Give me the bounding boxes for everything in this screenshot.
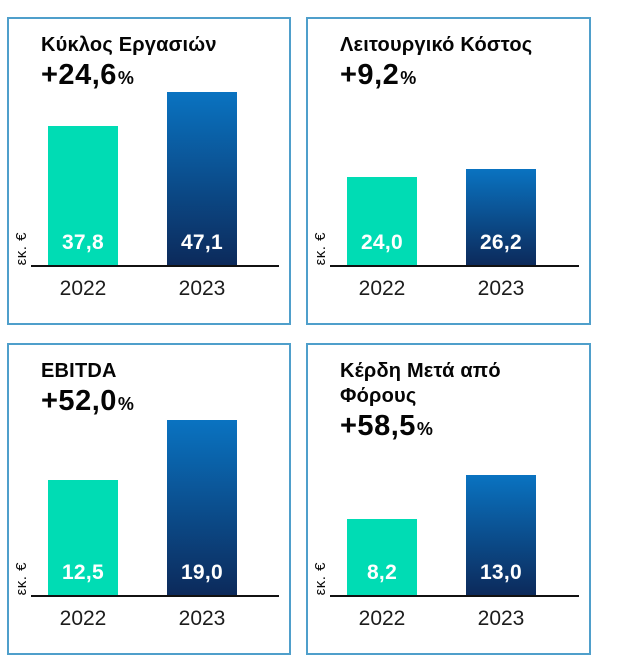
x-axis-line — [31, 595, 279, 597]
x-axis-label-2023: 2023 — [178, 607, 226, 630]
bar-value-2023: 13,0 — [479, 561, 523, 584]
chart-title: EBITDA — [41, 360, 117, 382]
bar-2022: 24,0 — [347, 177, 417, 265]
chart-title: Λειτουργικό Κόστος — [340, 34, 533, 56]
x-axis-label-2022: 2022 — [358, 277, 406, 300]
x-axis-label-2022: 2022 — [59, 277, 107, 300]
delta-value: +52,0 — [41, 385, 117, 417]
y-axis-unit-label: εκ. € — [312, 561, 329, 595]
bar-value-2022: 37,8 — [61, 231, 105, 254]
bar-value-2022: 8,2 — [366, 561, 398, 584]
bar-2023: 26,2 — [466, 169, 536, 265]
x-axis-label-2023: 2023 — [178, 277, 226, 300]
y-axis-unit-label: εκ. € — [312, 231, 329, 265]
chart-header: Κέρδη Μετά από Φόρους +58,5% — [308, 345, 589, 448]
chart-delta: +24,6% — [41, 58, 281, 97]
delta-value: +24,6 — [41, 59, 117, 91]
bar-value-2023: 19,0 — [180, 561, 224, 584]
bar-value-2022: 24,0 — [360, 231, 404, 254]
percent-sign: % — [117, 68, 134, 88]
bar-value-2023: 47,1 — [180, 231, 224, 254]
x-axis-line — [330, 265, 579, 267]
x-axis-label-2022: 2022 — [358, 607, 406, 630]
chart-delta: +9,2% — [340, 58, 581, 97]
chart-title: Κύκλος Εργασιών — [41, 34, 217, 56]
chart-panel-profit-after-tax: Κέρδη Μετά από Φόρους +58,5% εκ. € 8,2 1… — [306, 343, 591, 655]
delta-value: +9,2 — [340, 59, 400, 91]
bar-value-2022: 12,5 — [61, 561, 105, 584]
chart-header: EBITDA +52,0% — [9, 345, 289, 423]
chart-panel-ebitda: EBITDA +52,0% εκ. € 12,5 19,0 2022 2023 — [7, 343, 291, 655]
bar-value-2023: 26,2 — [479, 231, 523, 254]
chart-panel-turnover: Κύκλος Εργασιών +24,6% εκ. € 37,8 47,1 2… — [7, 17, 291, 325]
x-axis-label-2023: 2023 — [477, 277, 525, 300]
percent-sign: % — [117, 394, 134, 414]
percent-sign: % — [400, 68, 417, 88]
x-axis-label-2022: 2022 — [59, 607, 107, 630]
chart-delta: +58,5% — [340, 409, 581, 448]
bar-2022: 37,8 — [48, 126, 118, 265]
bar-2023: 47,1 — [167, 92, 237, 265]
chart-delta: +52,0% — [41, 384, 281, 423]
x-axis-line — [330, 595, 579, 597]
bar-2022: 8,2 — [347, 519, 417, 595]
chart-title: Κέρδη Μετά από Φόρους — [340, 360, 501, 407]
chart-header: Κύκλος Εργασιών +24,6% — [9, 19, 289, 97]
bar-2023: 13,0 — [466, 475, 536, 595]
bar-2023: 19,0 — [167, 420, 237, 595]
y-axis-unit-label: εκ. € — [13, 561, 30, 595]
x-axis-label-2023: 2023 — [477, 607, 525, 630]
bar-2022: 12,5 — [48, 480, 118, 595]
delta-value: +58,5 — [340, 410, 416, 442]
x-axis-line — [31, 265, 279, 267]
y-axis-unit-label: εκ. € — [13, 231, 30, 265]
chart-header: Λειτουργικό Κόστος +9,2% — [308, 19, 589, 97]
percent-sign: % — [416, 419, 433, 439]
chart-panel-operating-cost: Λειτουργικό Κόστος +9,2% εκ. € 24,0 26,2… — [306, 17, 591, 325]
